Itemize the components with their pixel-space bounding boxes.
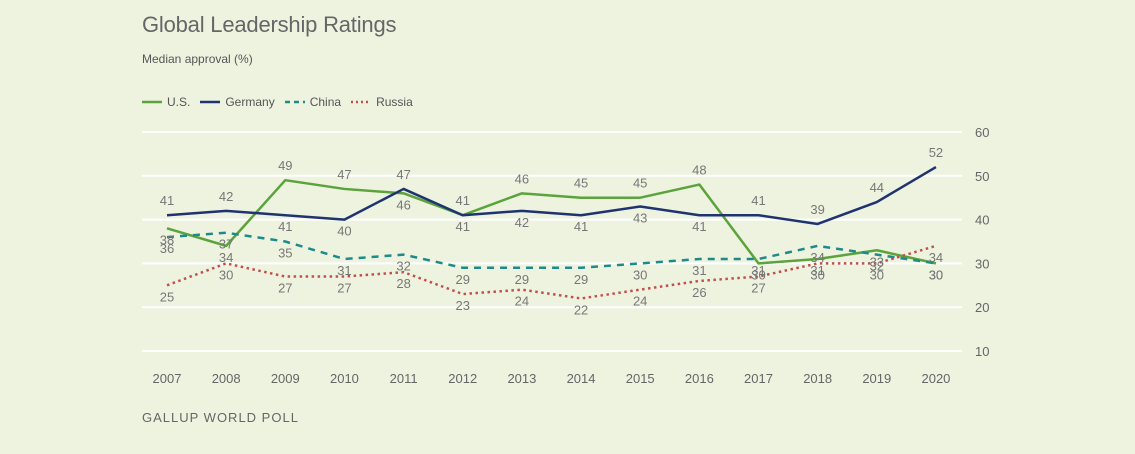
legend-label-russia: Russia: [376, 95, 413, 109]
x-tick-label-2017: 2017: [744, 371, 773, 386]
data-label-us-2015: 45: [633, 176, 647, 191]
data-label-russia-2007: 25: [160, 289, 174, 304]
data-label-russia-2014: 22: [574, 302, 588, 317]
data-label-us-2013: 46: [515, 171, 529, 186]
data-label-us-2019: 33: [870, 254, 884, 269]
x-tick-label-2013: 2013: [507, 371, 536, 386]
data-label-russia-2015: 24: [633, 294, 647, 309]
data-label-china-2011: 32: [396, 259, 410, 274]
data-label-germany-2012: 41: [456, 219, 470, 234]
data-label-china-2014: 29: [574, 272, 588, 287]
data-label-russia-2011: 28: [396, 276, 410, 291]
data-label-china-2020: 30: [929, 267, 943, 282]
data-label-russia-2012: 23: [456, 298, 470, 313]
data-label-us-2007: 38: [160, 232, 174, 247]
x-tick-label-2010: 2010: [330, 371, 359, 386]
legend-label-germany: Germany: [225, 95, 275, 109]
data-label-us-2020: 30: [929, 267, 943, 282]
data-label-china-2012: 29: [456, 272, 470, 287]
x-tick-label-2019: 2019: [862, 371, 891, 386]
data-label-china-2010: 31: [337, 263, 351, 278]
data-label-china-2013: 29: [515, 272, 529, 287]
x-tick-label-2011: 2011: [390, 371, 418, 386]
data-label-russia-2013: 24: [515, 294, 529, 309]
y-tick-label-10: 10: [975, 344, 989, 359]
data-label-us-2014: 45: [574, 176, 588, 191]
legend-label-china: China: [309, 95, 342, 109]
legend-item-us: U.S.: [142, 95, 190, 109]
chart-legend: U.S. Germany China Russia: [142, 95, 423, 109]
legend-item-russia: Russia: [351, 95, 413, 109]
y-tick-label-50: 50: [975, 169, 989, 184]
data-label-russia-2018: 30: [810, 267, 824, 282]
data-label-us-2018: 31: [810, 263, 824, 278]
legend-swatch-germany: [200, 100, 221, 104]
x-tick-label-2015: 2015: [626, 371, 655, 386]
data-label-russia-2016: 26: [692, 285, 706, 300]
y-tick-label-30: 30: [975, 256, 989, 271]
x-tick-label-2014: 2014: [567, 371, 596, 386]
legend-item-germany: Germany: [200, 95, 275, 109]
data-label-germany-2017: 41: [751, 193, 765, 208]
y-tick-label-20: 20: [975, 300, 989, 315]
data-label-germany-2020: 52: [929, 145, 943, 160]
data-label-us-2012: 41: [456, 193, 470, 208]
data-label-china-2019: 32: [870, 259, 884, 274]
chart-title: Global Leadership Ratings: [142, 12, 397, 37]
data-label-germany-2014: 41: [574, 219, 588, 234]
data-label-germany-2018: 39: [810, 202, 824, 217]
data-label-germany-2008: 42: [219, 189, 233, 204]
data-label-us-2008: 34: [219, 250, 233, 265]
data-label-germany-2010: 40: [337, 224, 351, 239]
x-tick-label-2009: 2009: [271, 371, 300, 386]
chart-subtitle: Median approval (%): [142, 52, 253, 66]
data-label-us-2011: 46: [396, 197, 410, 212]
legend-swatch-russia: [351, 100, 372, 104]
x-tick-label-2020: 2020: [921, 371, 950, 386]
data-label-russia-2019: 30: [870, 267, 884, 282]
series-line-russia: [166, 244, 937, 300]
legend-item-china: China: [284, 95, 342, 109]
legend-label-us: U.S.: [167, 95, 191, 109]
x-tick-label-2018: 2018: [803, 371, 832, 386]
data-label-germany-2019: 44: [870, 180, 884, 195]
data-label-russia-2010: 27: [337, 281, 351, 296]
data-label-russia-2009: 27: [278, 281, 292, 296]
data-label-us-2009: 49: [278, 158, 292, 173]
x-tick-label-2008: 2008: [212, 371, 241, 386]
data-label-germany-2013: 42: [515, 215, 529, 230]
data-label-germany-2007: 41: [160, 193, 174, 208]
x-tick-label-2012: 2012: [448, 371, 477, 386]
data-label-china-2015: 30: [633, 267, 647, 282]
data-label-russia-2020: 34: [929, 250, 943, 265]
y-tick-label-60: 60: [975, 125, 989, 140]
data-label-germany-2015: 43: [633, 210, 647, 225]
data-label-russia-2008: 30: [219, 267, 233, 282]
legend-swatch-china: [284, 100, 305, 104]
series-line-germany: [166, 165, 937, 226]
x-tick-label-2007: 2007: [153, 371, 182, 386]
chart-source: GALLUP WORLD POLL: [142, 410, 299, 425]
data-label-china-2018: 34: [810, 250, 824, 265]
data-label-us-2010: 47: [337, 167, 351, 182]
data-label-germany-2009: 41: [278, 219, 292, 234]
data-label-china-2017: 31: [751, 263, 765, 278]
y-tick-label-40: 40: [975, 213, 989, 228]
data-label-us-2016: 48: [692, 163, 706, 178]
data-label-china-2009: 35: [278, 246, 292, 261]
data-label-germany-2016: 41: [692, 219, 706, 234]
data-label-china-2007: 36: [160, 241, 174, 256]
legend-swatch-us: [142, 100, 162, 104]
series-line-us: [166, 178, 937, 265]
data-label-russia-2017: 27: [751, 281, 765, 296]
data-label-us-2017: 30: [751, 267, 765, 282]
data-label-china-2008: 37: [219, 237, 233, 252]
x-tick-label-2016: 2016: [685, 371, 714, 386]
data-label-china-2016: 31: [692, 263, 706, 278]
data-label-germany-2011: 47: [396, 167, 410, 182]
